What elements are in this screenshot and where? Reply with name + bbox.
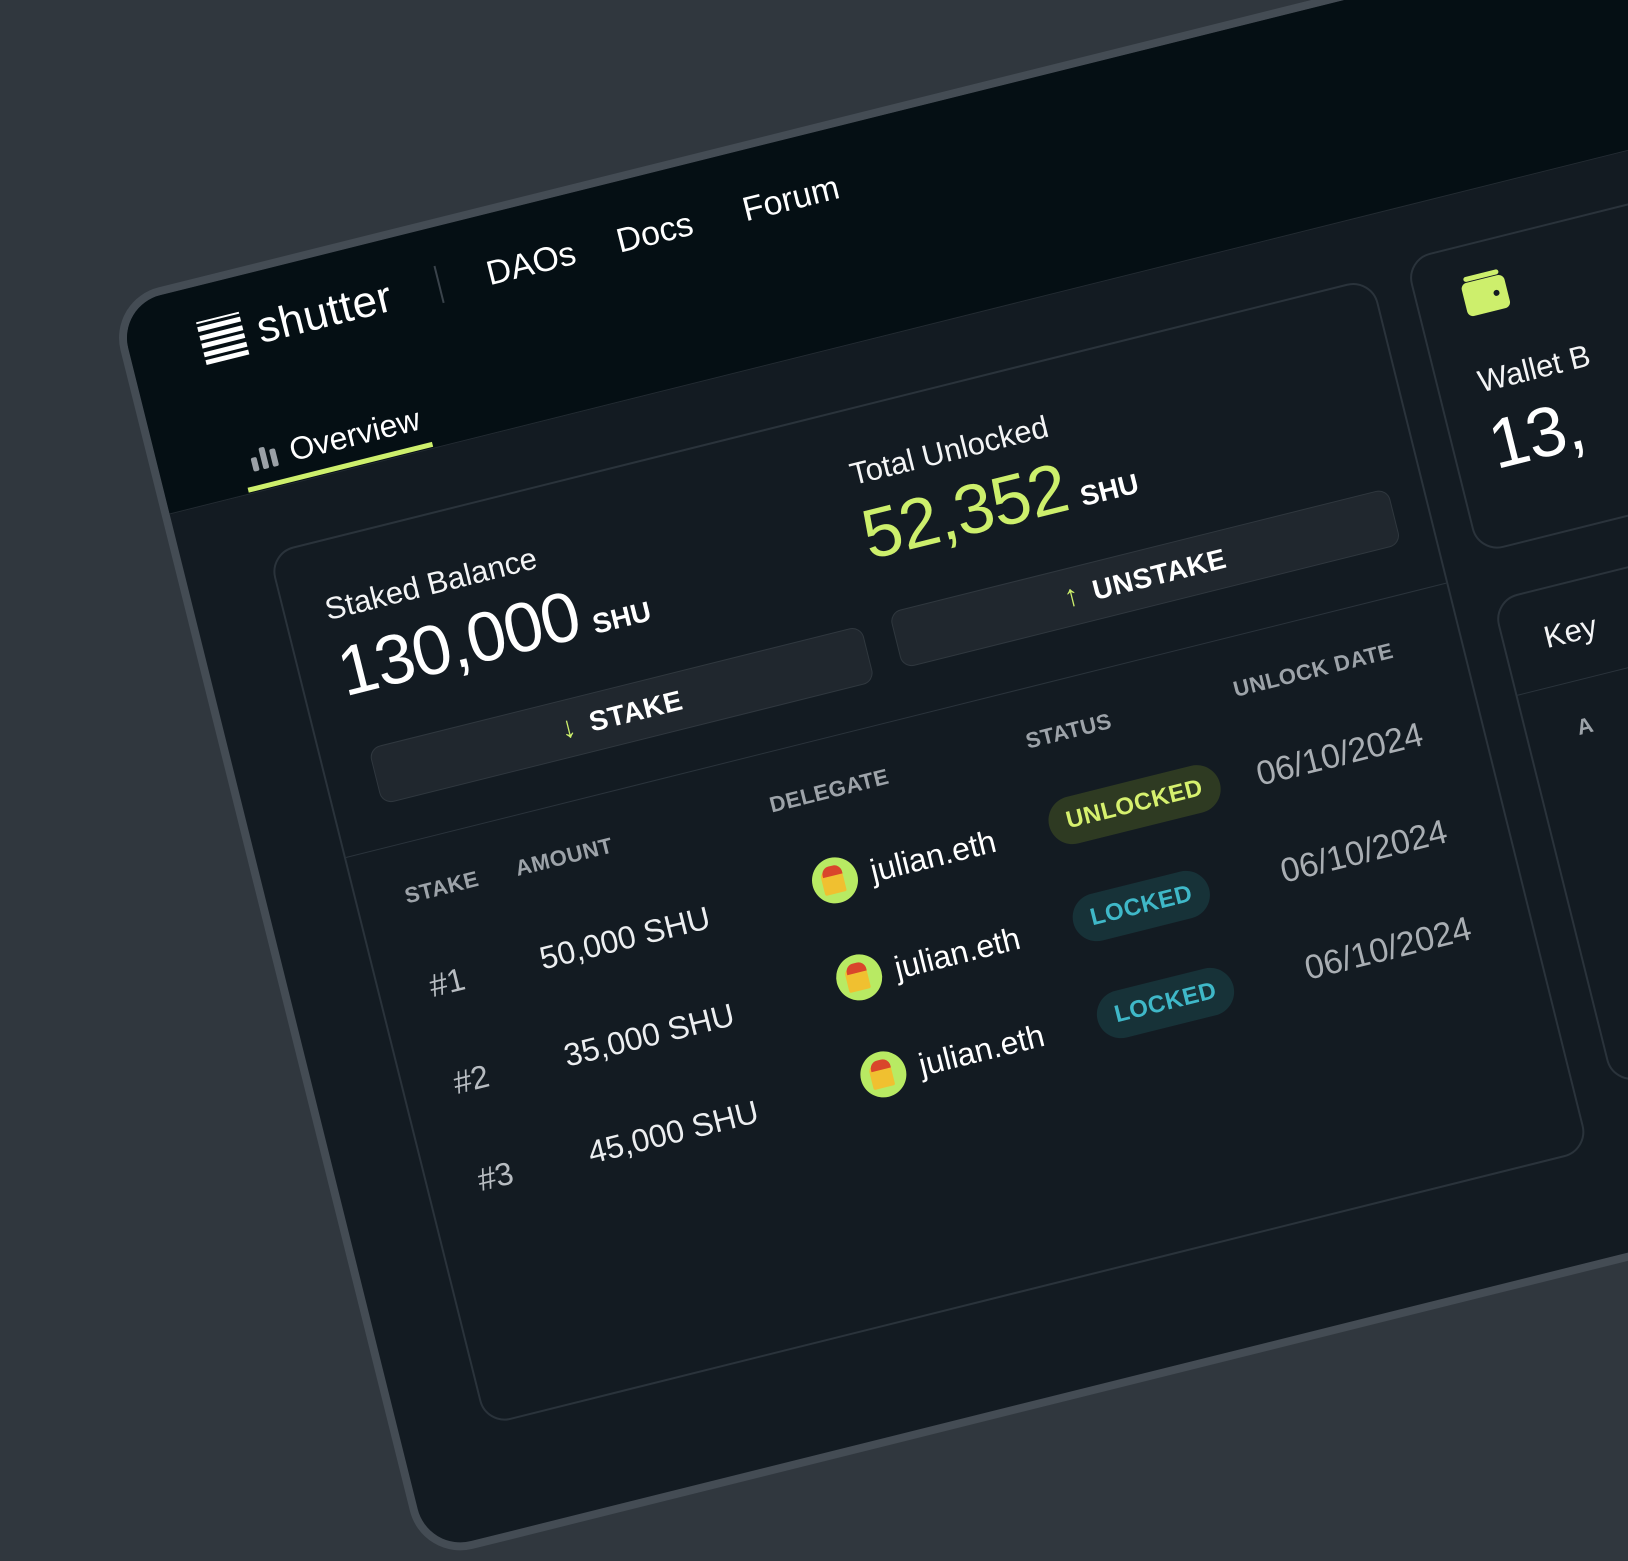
stake-number: #2 (449, 1057, 493, 1102)
wallet-value: 13, (1480, 385, 1592, 484)
wallet-label: Wallet B (1474, 337, 1594, 400)
nav-forum[interactable]: Forum (738, 168, 844, 230)
status-badge: UNLOCKED (1043, 760, 1226, 850)
wallet-card: Wallet B 13, (1404, 162, 1628, 555)
keyper-label: Key (1540, 608, 1601, 656)
logo[interactable]: shutter (195, 272, 397, 368)
header-unlock-date: UNLOCK DATE (1230, 637, 1396, 702)
stake-label: STAKE (585, 684, 686, 738)
stake-number: #1 (425, 960, 469, 1005)
arrow-down-icon: ↓ (556, 709, 581, 746)
unlock-date: 06/10/2024 (1252, 715, 1427, 794)
staking-card: Staked Balance 130,000SHU Total Unlocked… (267, 277, 1590, 1427)
avatar (855, 1046, 912, 1103)
app-window: shutter DAOs Docs Forum Overview Staked … (108, 0, 1628, 1561)
tab-label: Overview (285, 400, 424, 468)
nav-divider (433, 265, 445, 304)
nav-daos[interactable]: DAOs (482, 234, 580, 293)
bar-chart-icon (248, 442, 280, 472)
header-amount: AMOUNT (512, 832, 616, 881)
avatar (807, 852, 863, 909)
header-stake: STAKE (402, 865, 482, 909)
delegate-name: julian.eth (914, 1016, 1048, 1083)
nav-docs[interactable]: Docs (612, 204, 697, 261)
keyper-header: A (1574, 711, 1597, 740)
unstake-label: UNSTAKE (1089, 542, 1230, 606)
avatar (831, 949, 888, 1006)
brand-name: shutter (251, 272, 398, 353)
stake-number: #3 (473, 1154, 517, 1199)
header-status: STATUS (1023, 708, 1115, 754)
tab-overview[interactable]: Overview (234, 386, 434, 494)
shutter-logo-icon (196, 311, 250, 366)
delegate-name: julian.eth (890, 919, 1024, 986)
stake-amount: 50,000 SHU (535, 899, 714, 977)
header-delegate: DELEGATE (766, 763, 892, 818)
arrow-up-icon: ↑ (1060, 578, 1084, 614)
delegate[interactable]: julian.eth (807, 818, 1001, 909)
wallet-icon (1460, 273, 1512, 318)
delegate-name: julian.eth (866, 822, 1000, 889)
